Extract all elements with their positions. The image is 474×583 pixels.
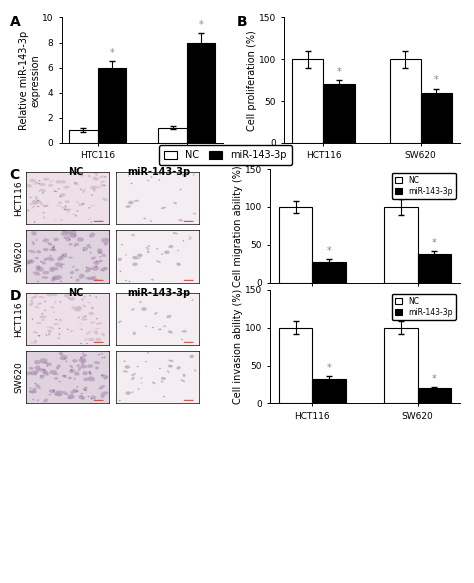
- Text: miR-143-3p: miR-143-3p: [127, 167, 191, 177]
- Bar: [279, 207, 312, 283]
- Bar: [312, 379, 346, 403]
- Y-axis label: Cell proliferation (%): Cell proliferation (%): [247, 30, 257, 131]
- Text: D: D: [9, 289, 21, 303]
- Y-axis label: Cell invasion ability (%): Cell invasion ability (%): [233, 289, 243, 404]
- Bar: [187, 43, 216, 143]
- Legend: NC, miR-143-3p: NC, miR-143-3p: [392, 294, 456, 319]
- Y-axis label: SW620: SW620: [14, 241, 23, 272]
- Text: *: *: [327, 247, 332, 257]
- Y-axis label: HCT116: HCT116: [14, 301, 23, 337]
- Bar: [158, 128, 187, 143]
- Text: *: *: [109, 48, 114, 58]
- Bar: [384, 207, 418, 283]
- Text: *: *: [432, 374, 437, 384]
- Text: *: *: [337, 67, 341, 77]
- Text: *: *: [327, 363, 332, 373]
- Bar: [279, 328, 312, 403]
- Y-axis label: SW620: SW620: [14, 361, 23, 393]
- Bar: [418, 388, 451, 403]
- Legend: NC, miR-143-3p: NC, miR-143-3p: [392, 173, 456, 199]
- Text: NC: NC: [68, 167, 83, 177]
- Legend: NC, miR-143-3p: NC, miR-143-3p: [159, 145, 292, 165]
- Bar: [384, 328, 418, 403]
- Text: NC: NC: [68, 288, 83, 298]
- Bar: [312, 262, 346, 283]
- Text: A: A: [9, 15, 20, 29]
- Bar: [390, 59, 421, 143]
- Text: C: C: [9, 168, 20, 182]
- Text: *: *: [432, 238, 437, 248]
- Bar: [421, 93, 452, 143]
- Text: B: B: [237, 15, 247, 29]
- Text: *: *: [434, 75, 438, 85]
- Y-axis label: Cell migration ability (%): Cell migration ability (%): [233, 165, 243, 287]
- Bar: [69, 131, 98, 143]
- Bar: [98, 68, 126, 143]
- Bar: [418, 254, 451, 283]
- Text: *: *: [199, 20, 203, 30]
- Y-axis label: HCT116: HCT116: [14, 180, 23, 216]
- Y-axis label: Relative miR-143-3p
expression: Relative miR-143-3p expression: [19, 30, 40, 130]
- Text: miR-143-3p: miR-143-3p: [127, 288, 191, 298]
- Bar: [323, 85, 355, 143]
- Bar: [292, 59, 323, 143]
